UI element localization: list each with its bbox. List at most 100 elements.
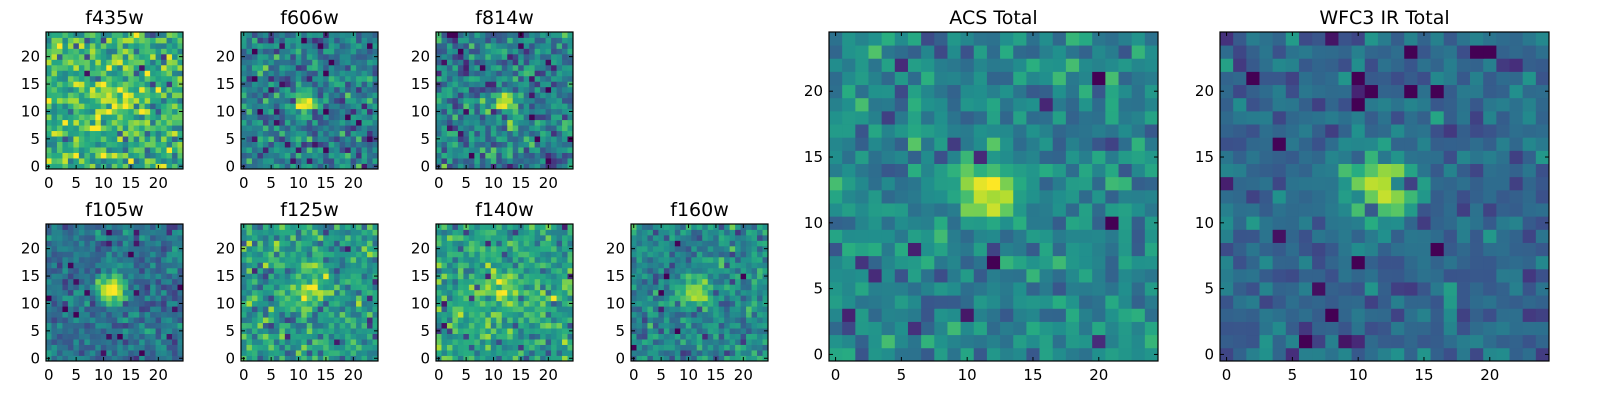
heatmap-cell (122, 317, 129, 324)
heatmap-cell (468, 125, 475, 132)
heatmap-cell (567, 152, 574, 159)
heatmap-cell (172, 147, 178, 153)
heatmap-cell (724, 240, 731, 247)
heatmap-cell (133, 234, 140, 241)
heatmap-cell (512, 328, 519, 334)
heatmap-cell (474, 119, 481, 126)
heatmap-cell (268, 53, 275, 60)
heatmap-cell (501, 125, 508, 132)
heatmap-cell (680, 344, 687, 351)
heatmap-cell (441, 141, 448, 148)
heatmap-cell (501, 267, 508, 274)
heatmap-cell (855, 347, 869, 362)
heatmap-cell (268, 97, 275, 104)
heatmap-cell (490, 311, 497, 318)
heatmap-cell (452, 141, 459, 148)
heatmap-cell (89, 70, 96, 77)
heatmap-cell (312, 234, 319, 241)
heatmap-cell (117, 350, 124, 356)
heatmap-cell (855, 163, 869, 178)
heatmap-cell (479, 53, 486, 60)
heatmap-cell (485, 114, 492, 121)
heatmap-cell (339, 311, 346, 318)
heatmap-cell (680, 234, 687, 241)
heatmap-cell (111, 234, 118, 241)
heatmap-cell (551, 119, 557, 126)
heatmap-cell (290, 81, 297, 88)
heatmap-cell (122, 59, 129, 66)
heatmap-cell (177, 350, 184, 356)
heatmap-cell (279, 234, 286, 241)
heatmap-cell (729, 284, 736, 291)
heatmap-cell (457, 119, 464, 126)
heatmap-cell (713, 295, 720, 302)
heatmap-cell (534, 289, 541, 296)
heatmap-cell (855, 203, 869, 217)
heatmap-cell (295, 295, 302, 302)
heatmap-cell (345, 311, 351, 318)
heatmap-cell (567, 37, 574, 44)
heatmap-cell (1000, 242, 1014, 257)
heatmap-cell (512, 48, 519, 55)
heatmap-cell (356, 278, 362, 285)
heatmap-cell (133, 256, 140, 263)
heatmap-cell (172, 262, 178, 269)
heatmap-cell (301, 311, 308, 318)
heatmap-cell (507, 300, 514, 307)
heatmap-cell (317, 147, 324, 153)
heatmap-cell (641, 355, 648, 362)
heatmap-cell (117, 32, 124, 38)
heatmap-cell (51, 262, 58, 269)
heatmap-cell (95, 339, 102, 345)
heatmap-cell (312, 350, 319, 356)
heatmap-cell (133, 245, 140, 252)
heatmap-cell (155, 152, 162, 159)
heatmap-cell (485, 224, 492, 230)
heatmap-cell (262, 256, 269, 263)
heatmap-cell (273, 130, 280, 137)
heatmap-cell (556, 70, 563, 77)
heatmap-cell (268, 64, 275, 71)
heatmap-cell (246, 344, 253, 351)
heatmap-cell (669, 328, 676, 334)
heatmap-cell (507, 245, 514, 252)
heatmap-cell (485, 147, 492, 153)
heatmap-cell (1052, 268, 1067, 283)
heatmap-cell (523, 37, 530, 44)
heatmap-cell (306, 141, 313, 148)
heatmap-cell (507, 130, 514, 137)
heatmap-cell (268, 306, 275, 313)
heatmap-cell (641, 278, 648, 285)
heatmap-cell (1013, 242, 1027, 257)
heatmap-cell (1079, 347, 1093, 362)
heatmap-cell (155, 245, 162, 252)
heatmap-cell (122, 234, 129, 241)
heatmap-cell (485, 284, 492, 291)
heatmap-cell (702, 317, 709, 324)
heatmap-cell (361, 339, 368, 345)
heatmap-cell (56, 86, 63, 93)
heatmap-cell (468, 147, 475, 153)
heatmap-cell (51, 136, 58, 142)
heatmap-cell (284, 37, 291, 44)
heatmap-cell (284, 284, 291, 291)
heatmap-cell (367, 81, 373, 88)
heatmap-cell (496, 229, 503, 236)
heatmap-cell (295, 256, 302, 263)
heatmap-cell (177, 130, 184, 137)
heatmap-cell (1105, 163, 1119, 178)
heatmap-cell (842, 347, 856, 362)
heatmap-cell (1092, 163, 1106, 178)
heatmap-cell (161, 75, 167, 82)
heatmap-cell (436, 317, 442, 324)
heatmap-cell (133, 92, 140, 99)
heatmap-cell (436, 48, 442, 55)
heatmap-cell (241, 240, 247, 247)
heatmap-cell (122, 152, 129, 159)
heatmap-cell (631, 350, 637, 356)
heatmap-cell (881, 321, 896, 336)
heatmap-cell (56, 251, 63, 258)
heatmap-cell (907, 163, 922, 178)
heatmap-cell (1079, 176, 1093, 191)
heatmap-cell (658, 267, 665, 274)
